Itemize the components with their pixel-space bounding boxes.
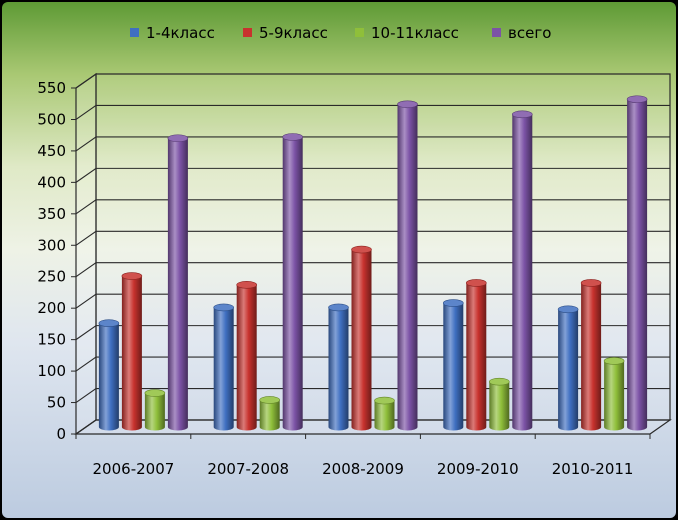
bars [98, 95, 648, 431]
gridline [75, 73, 670, 89]
y-tick-label: 200 [37, 299, 66, 317]
y-tick-label: 300 [37, 236, 66, 254]
legend-label: 10-11класс [371, 24, 459, 42]
bar [488, 377, 510, 431]
bar [328, 303, 349, 431]
bar [626, 95, 648, 431]
legend-swatch [355, 28, 364, 37]
x-category-label: 2007-2008 [207, 460, 289, 478]
legend-label: 5-9класс [259, 24, 328, 42]
bar [259, 396, 281, 431]
gridline [75, 104, 670, 120]
legend: 1-4класс 5-9класс 10-11класс всего [130, 24, 551, 42]
y-tick-label: 50 [47, 394, 66, 412]
gridline [75, 262, 670, 278]
bar [98, 319, 120, 431]
gridline [75, 199, 670, 215]
bar [465, 279, 487, 431]
legend-label: всего [508, 24, 551, 42]
bar [603, 357, 625, 431]
bar [167, 134, 189, 431]
y-tick-label: 0 [56, 425, 66, 443]
y-tick-label: 250 [37, 268, 66, 286]
legend-item: 5-9класс [243, 24, 328, 42]
y-tick-label: 100 [37, 362, 66, 380]
x-category-label: 2008-2009 [322, 460, 404, 478]
legend-swatch [492, 28, 501, 37]
bar [236, 281, 257, 431]
bar [511, 110, 533, 431]
x-category-label: 2009-2010 [437, 460, 519, 478]
bar [351, 245, 372, 431]
bar [213, 303, 234, 431]
bar [282, 133, 304, 431]
x-axis-labels: 2006-2007 2007-2008 2008-2009 2009-2010 2010… [93, 460, 634, 478]
bar [374, 396, 395, 431]
legend-item: всего [492, 24, 551, 42]
y-axis-ticks: 0 50 100 150 200 250 300 350 400 450 500 550 [37, 79, 651, 443]
floor [74, 419, 672, 435]
x-category-label: 2010-2011 [552, 460, 634, 478]
bar [557, 305, 579, 431]
y-tick-label: 150 [37, 331, 66, 349]
y-tick-label: 400 [37, 173, 66, 191]
legend-item: 1-4класс [130, 24, 215, 42]
bar [397, 100, 418, 431]
chart-walls [74, 72, 672, 436]
legend-swatch [243, 28, 252, 37]
bar [442, 299, 464, 431]
bar [580, 279, 602, 431]
y-tick-label: 350 [37, 205, 66, 223]
bar [121, 272, 143, 431]
gridline [75, 230, 670, 246]
legend-label: 1-4класс [146, 24, 215, 42]
x-category-label: 2006-2007 [93, 460, 175, 478]
y-tick-label: 450 [37, 142, 66, 160]
gridline [75, 136, 670, 152]
y-tick-label: 500 [37, 110, 66, 128]
gridline [75, 167, 670, 183]
legend-item: 10-11класс [355, 24, 459, 42]
y-tick-label: 550 [37, 79, 66, 97]
side-wall [75, 72, 97, 436]
legend-swatch [130, 28, 139, 37]
bar [144, 389, 166, 431]
